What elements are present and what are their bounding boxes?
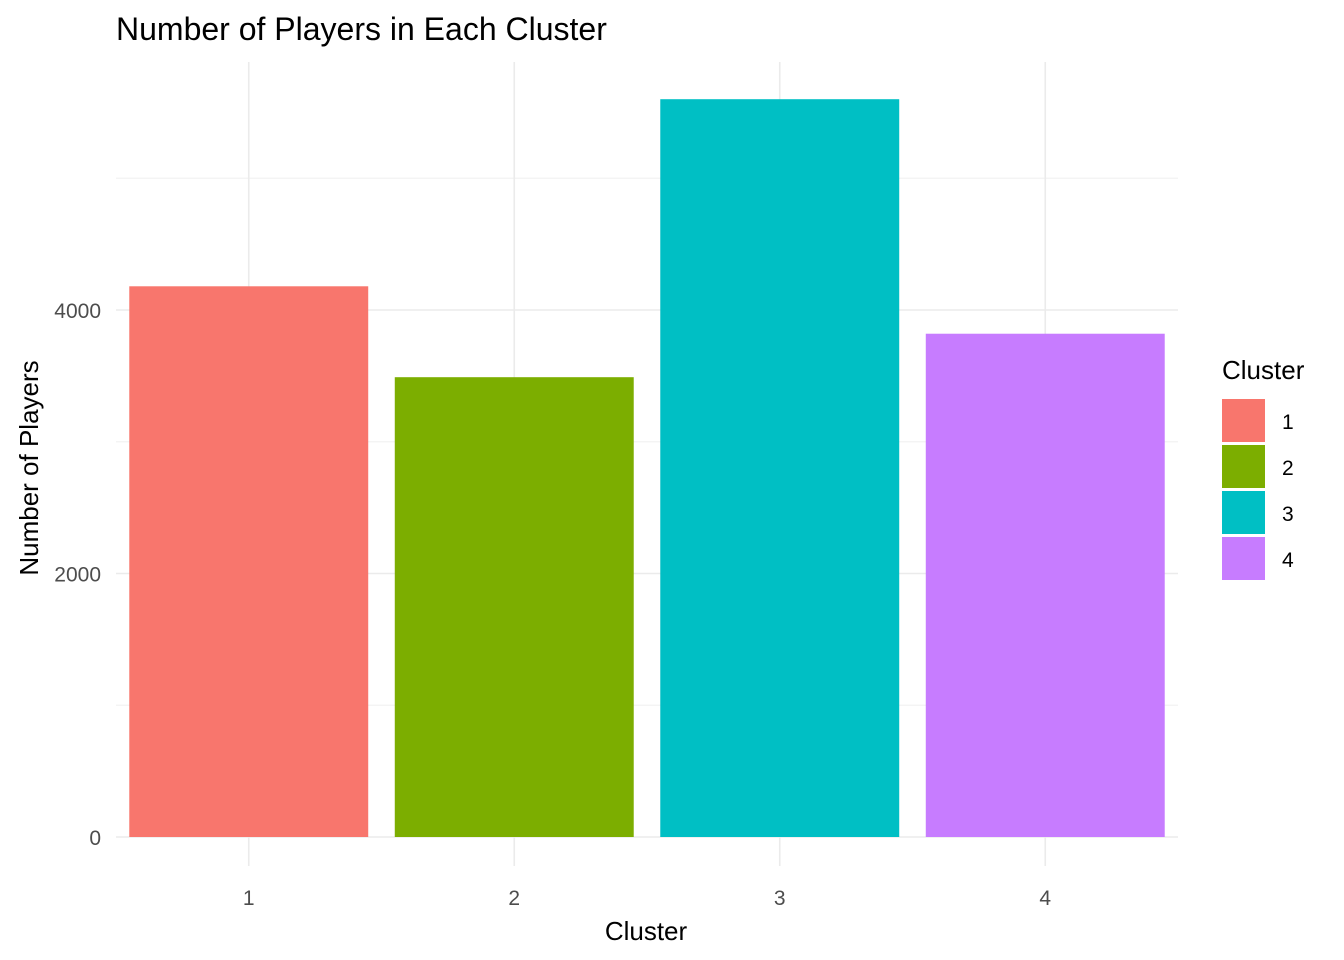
x-tick-label: 2 — [508, 887, 520, 910]
legend-swatch-4 — [1222, 537, 1265, 580]
y-tick-label: 2000 — [54, 564, 101, 587]
legend-label: 3 — [1282, 503, 1294, 526]
legend-label: 4 — [1282, 549, 1294, 572]
x-tick-label: 1 — [243, 887, 255, 910]
legend-label: 1 — [1282, 411, 1294, 434]
legend-swatch-1 — [1222, 399, 1265, 442]
legend-swatch-3 — [1222, 491, 1265, 534]
legend-label: 2 — [1282, 457, 1294, 480]
bar-cluster-2 — [394, 377, 634, 837]
x-axis-title: Cluster — [605, 916, 688, 946]
bar-cluster-4 — [925, 333, 1165, 837]
x-tick-label: 4 — [1039, 887, 1051, 910]
chart-title: Number of Players in Each Cluster — [116, 11, 607, 47]
legend-swatch-2 — [1222, 445, 1265, 488]
x-tick-label: 3 — [774, 887, 786, 910]
y-axis-title: Number of Players — [14, 360, 44, 575]
x-axis-ticks: 1 2 3 4 — [243, 887, 1052, 910]
bar-cluster-3 — [660, 99, 900, 837]
y-axis-ticks: 0 2000 4000 — [54, 300, 101, 850]
y-tick-label: 0 — [89, 827, 101, 850]
legend: Cluster 1 2 3 4 — [1222, 355, 1305, 580]
legend-title: Cluster — [1222, 355, 1305, 385]
bar-cluster-1 — [129, 286, 369, 837]
y-tick-label: 4000 — [54, 300, 101, 323]
bars — [129, 99, 1165, 837]
